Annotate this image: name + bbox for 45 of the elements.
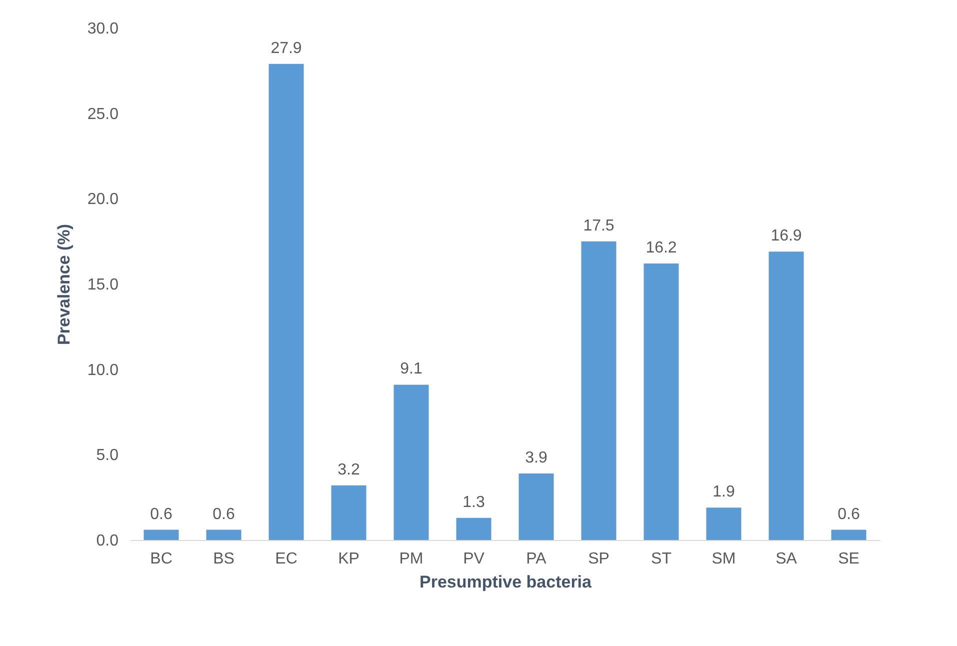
data-label: 0.6 (150, 506, 172, 523)
x-tick-label: SP (588, 550, 610, 568)
data-label: 16.2 (646, 240, 677, 257)
data-label: 1.9 (712, 484, 735, 501)
x-tick-label: KP (338, 550, 360, 568)
y-tick-label: 15.0 (87, 276, 119, 294)
y-tick-label: 5.0 (96, 447, 119, 464)
y-tick-label: 25.0 (87, 106, 119, 123)
data-label: 0.6 (838, 506, 860, 523)
data-label: 17.5 (583, 217, 614, 234)
y-tick-label: 10.0 (87, 362, 119, 379)
x-tick-label: EC (275, 550, 298, 568)
x-tick-label: PA (526, 550, 547, 568)
x-tick-label: ST (651, 550, 672, 568)
bar (831, 530, 866, 540)
data-label: 1.3 (462, 494, 485, 511)
data-label: 16.9 (770, 228, 802, 245)
bar (768, 252, 804, 540)
y-tick-label: 0.0 (96, 532, 119, 550)
bar (331, 485, 366, 540)
data-label: 9.1 (400, 360, 422, 378)
x-tick-label: SA (776, 550, 798, 568)
y-tick-label: 30.0 (87, 20, 119, 38)
bar (144, 530, 179, 540)
x-tick-label: SM (712, 550, 736, 568)
bar (644, 264, 679, 540)
data-label: 3.2 (338, 461, 360, 478)
y-axis-title: Prevalence (%) (54, 224, 74, 345)
data-label: 0.6 (212, 506, 235, 523)
bar (581, 241, 616, 540)
x-tick-label: PM (399, 550, 424, 568)
bar (456, 518, 492, 540)
bar (706, 508, 742, 540)
bar (394, 384, 429, 540)
x-tick-label: SE (838, 550, 860, 568)
x-tick-label: PV (463, 550, 485, 568)
x-axis-title: Presumptive bacteria (420, 572, 592, 592)
data-label: 27.9 (270, 40, 302, 57)
x-tick-label: BS (213, 550, 234, 568)
bar (268, 64, 304, 540)
bar (206, 530, 242, 540)
data-label: 3.9 (525, 449, 548, 466)
x-tick-label: BC (150, 550, 172, 568)
bar (518, 473, 554, 540)
y-tick-label: 20.0 (87, 191, 119, 208)
